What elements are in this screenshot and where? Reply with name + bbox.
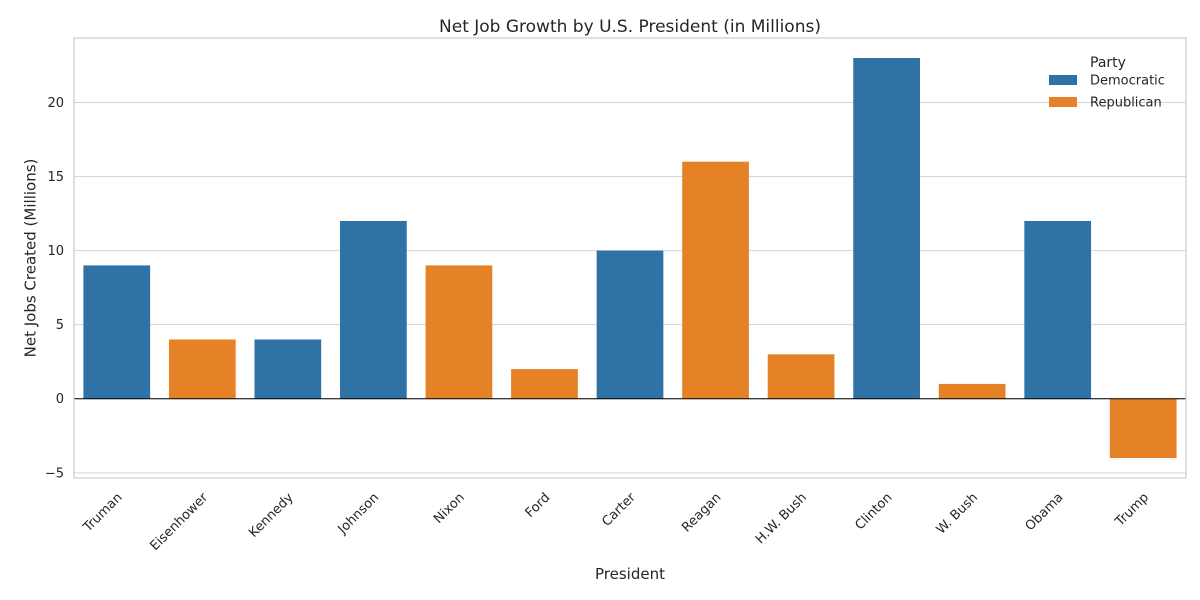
bar-eisenhower: [168, 339, 236, 399]
legend: Party Democratic Republican: [1049, 55, 1165, 111]
bar-clinton: [853, 58, 920, 399]
x-tick-label: Obama: [1023, 490, 1067, 534]
x-tick-label: H.W. Bush: [753, 490, 810, 547]
bars: [83, 58, 1177, 458]
x-tick-label: Carter: [599, 490, 639, 530]
y-tick-label: 15: [47, 170, 64, 185]
x-tick-label: Reagan: [679, 490, 724, 535]
x-tick-label: W. Bush: [934, 490, 981, 537]
x-tick-label: Clinton: [852, 490, 895, 533]
y-tick-labels: −5 0 5 10 15 20: [45, 96, 64, 481]
bar-carter: [596, 250, 664, 399]
bar-w-bush: [938, 383, 1006, 399]
y-tick-label: 0: [56, 392, 64, 407]
plot-frame: [73, 37, 1187, 479]
legend-entry: Democratic: [1090, 74, 1165, 89]
legend-swatch: [1049, 75, 1077, 85]
bar-nixon: [425, 265, 493, 399]
y-tick-label: −5: [45, 466, 64, 481]
x-axis-label: President: [595, 565, 665, 583]
x-tick-labels: Truman Eisenhower Kennedy Johnson Nixon Ford C…: [80, 490, 1152, 554]
y-axis-label: Net Jobs Created (Millions): [21, 159, 39, 358]
legend-title: Party: [1090, 55, 1126, 71]
y-tick-label: 20: [47, 96, 64, 111]
bar-ford: [511, 369, 578, 399]
x-tick-label: Kennedy: [246, 490, 297, 541]
chart-title: Net Job Growth by U.S. President (in Mil…: [439, 17, 821, 37]
x-tick-label: Johnson: [335, 490, 383, 538]
x-tick-label: Eisenhower: [147, 490, 211, 554]
y-tick-label: 5: [56, 318, 64, 333]
bar-obama: [1024, 220, 1092, 399]
bar-kennedy: [254, 339, 322, 399]
bar-reagan: [682, 161, 749, 399]
x-tick-label: Trump: [1112, 490, 1152, 530]
bar-johnson: [340, 220, 407, 399]
x-tick-label: Nixon: [431, 490, 468, 527]
bar-h-w-bush: [767, 354, 835, 399]
y-tick-label: 10: [47, 244, 64, 259]
bar-trump: [1109, 398, 1177, 458]
x-tick-label: Truman: [80, 490, 126, 536]
legend-entry: Republican: [1090, 96, 1162, 111]
legend-swatch: [1049, 97, 1077, 107]
x-tick-label: Ford: [523, 490, 554, 521]
bar-truman: [83, 265, 151, 399]
